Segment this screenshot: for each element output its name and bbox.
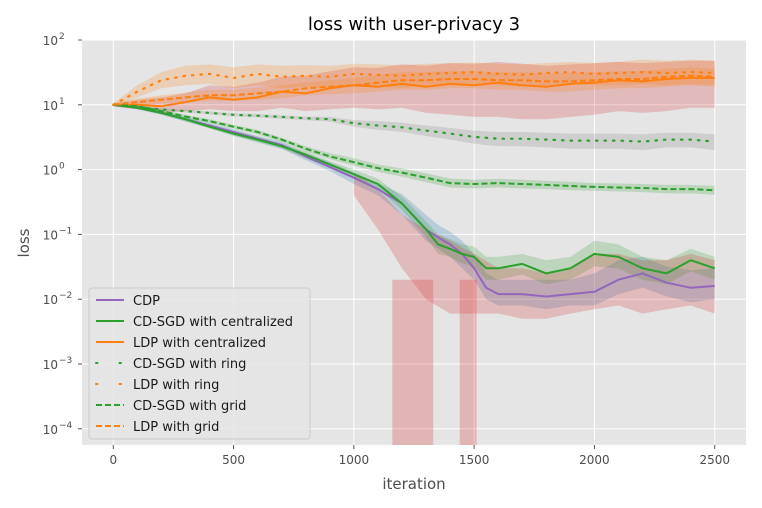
confidence-band xyxy=(113,103,715,310)
y-tick-exponent: 1 xyxy=(59,97,65,107)
confidence-band-spread xyxy=(353,172,715,319)
y-tick-exponent: −1 xyxy=(59,226,72,236)
confidence-band-dropout xyxy=(392,279,434,445)
series-line xyxy=(113,103,715,192)
x-tick-label: 2500 xyxy=(699,453,730,467)
x-tick-label: 1000 xyxy=(339,453,370,467)
legend-label: LDP with centralized xyxy=(133,336,266,351)
legend-label: LDP with ring xyxy=(133,378,219,393)
y-tick-label: 10 xyxy=(43,99,58,113)
chart-title: loss with user-privacy 3 xyxy=(308,14,520,35)
confidence-band xyxy=(113,60,715,120)
y-tick-exponent: −3 xyxy=(59,356,72,366)
confidence-band xyxy=(113,103,715,285)
legend-label: CD-SGD with centralized xyxy=(133,315,293,330)
confidence-band xyxy=(113,59,715,107)
y-tick-label: 10 xyxy=(43,228,58,242)
x-tick-label: 0 xyxy=(109,453,117,467)
y-tick-exponent: 0 xyxy=(59,162,65,172)
y-tick-label: 10 xyxy=(43,423,58,437)
x-tick-labels: 0 500 1000 1500 2000 2500 xyxy=(109,445,730,467)
x-tick-label: 2000 xyxy=(579,453,610,467)
series-line xyxy=(113,103,716,275)
y-tick-exponent: −4 xyxy=(59,421,73,431)
legend-label: LDP with grid xyxy=(133,420,219,435)
legend: CDP CD-SGD with centralized LDP with centr… xyxy=(88,287,311,440)
series-line xyxy=(112,103,716,143)
confidence-band-dropout xyxy=(459,279,477,445)
y-tick-label: 10 xyxy=(43,164,58,178)
y-tick-exponent: 2 xyxy=(59,32,65,42)
series-line xyxy=(112,70,716,106)
y-axis-title: loss xyxy=(15,228,33,257)
series-line xyxy=(113,74,715,106)
series-line xyxy=(113,76,715,108)
y-tick-exponent: −2 xyxy=(59,291,72,301)
x-axis-title: iteration xyxy=(382,475,445,493)
y-tick-label: 10 xyxy=(43,293,58,307)
y-tick-label: 10 xyxy=(43,358,58,372)
y-tick-label: 10 xyxy=(43,34,58,48)
legend-box xyxy=(88,287,311,440)
series-line xyxy=(113,103,715,298)
legend-label: CD-SGD with ring xyxy=(133,357,246,372)
series-lines xyxy=(112,70,716,298)
confidence-band xyxy=(113,103,715,151)
x-tick-label: 500 xyxy=(222,453,245,467)
legend-label: CDP xyxy=(133,294,160,309)
x-tick-label: 1500 xyxy=(459,453,490,467)
confidence-band xyxy=(113,103,715,195)
legend-label: CD-SGD with grid xyxy=(133,399,246,414)
